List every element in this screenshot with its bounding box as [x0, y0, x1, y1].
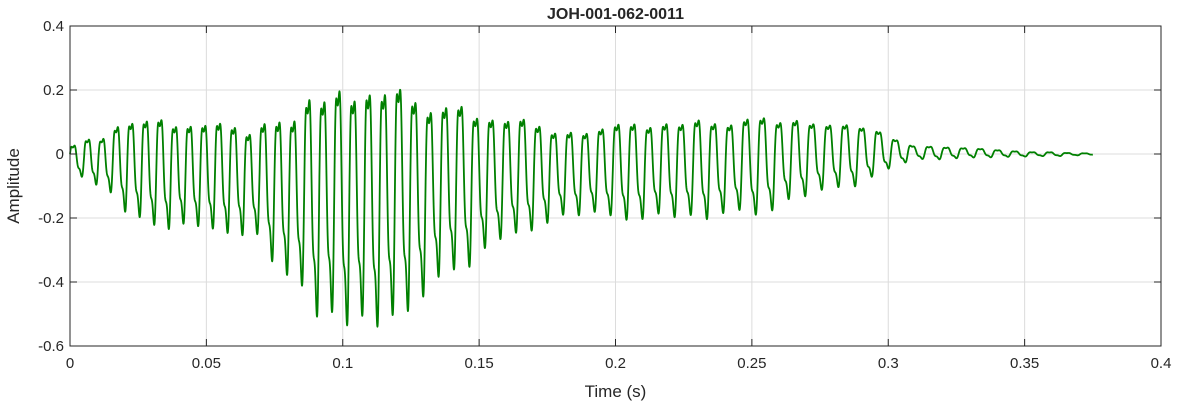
x-tick-label: 0.05 [192, 355, 221, 372]
x-tick-label: 0.2 [605, 355, 626, 372]
y-tick-label: -0.6 [38, 338, 64, 355]
x-tick-label: 0.35 [1010, 355, 1039, 372]
chart-title: JOH-001-062-0011 [547, 6, 684, 23]
x-tick-label: 0.25 [737, 355, 766, 372]
y-tick-label: 0.4 [43, 18, 64, 35]
y-tick-label: -0.2 [38, 210, 64, 227]
x-tick-label: 0 [66, 355, 74, 372]
y-axis-ticks: 0.4 0.2 0 -0.2 -0.4 -0.6 [38, 18, 1161, 355]
y-tick-label: -0.4 [38, 274, 64, 291]
x-tick-label: 0.4 [1151, 355, 1172, 372]
y-tick-label: 0 [56, 146, 64, 163]
x-tick-label: 0.3 [878, 355, 899, 372]
x-tick-label: 0.1 [332, 355, 353, 372]
waveform-line [69, 88, 1094, 328]
y-tick-label: 0.2 [43, 82, 64, 99]
y-axis-label: Amplitude [4, 148, 23, 224]
x-axis-label: Time (s) [585, 382, 647, 401]
x-tick-label: 0.15 [465, 355, 494, 372]
x-axis-ticks: 0 0.05 0.1 0.15 0.2 0.25 0.3 0.35 0.4 [66, 26, 1172, 372]
